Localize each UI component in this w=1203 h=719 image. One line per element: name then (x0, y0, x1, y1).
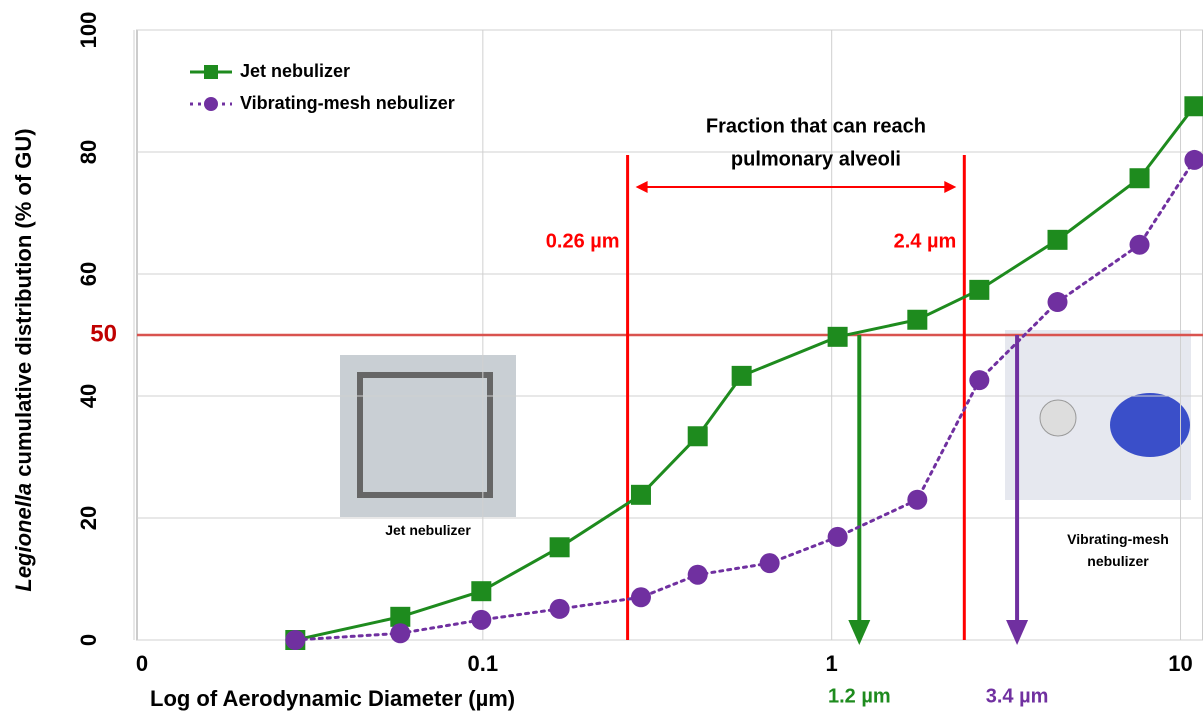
data-point (390, 623, 410, 643)
mesh-photo-device (1110, 393, 1190, 457)
jet-caption: Jet nebulizer (368, 522, 488, 538)
annotation: Fraction that can reach (706, 115, 926, 137)
data-point (631, 485, 651, 505)
y-tick-label: 60 (76, 262, 101, 286)
y-tick-label: 0 (76, 634, 101, 646)
mesh-photo-head (1040, 400, 1076, 436)
data-point (907, 490, 927, 510)
data-point (471, 581, 491, 601)
data-point (828, 527, 848, 547)
page: Legionella cumulative distribution (% of… (0, 0, 1203, 719)
marker-arrow-label: 1.2 µm (828, 685, 891, 707)
data-point (688, 426, 708, 446)
data-point (969, 370, 989, 390)
data-point (1048, 230, 1068, 250)
data-point (688, 565, 708, 585)
data-point (471, 610, 491, 630)
reference-vline-label: 0.26 µm (546, 230, 620, 252)
reference-vline-label: 2.4 µm (894, 230, 957, 252)
x-tick-label: 10 (1168, 651, 1192, 676)
data-point (907, 310, 927, 330)
annotation: pulmonary alveoli (731, 148, 901, 170)
x-tick-label: 1 (826, 651, 838, 676)
y-axis-title-text: cumulative distribution (% of GU) (11, 128, 36, 482)
data-point (1184, 96, 1203, 116)
data-point (1048, 292, 1068, 312)
legend-marker (204, 65, 218, 79)
x-tick-label: 0.1 (468, 651, 499, 676)
reference-hline-label: 50 (90, 320, 117, 347)
data-point (732, 366, 752, 386)
data-point (631, 587, 651, 607)
data-point (1130, 235, 1150, 255)
data-point (969, 280, 989, 300)
data-point (550, 537, 570, 557)
marker-arrow-label: 3.4 µm (986, 685, 1049, 707)
y-tick-label: 100 (76, 12, 101, 49)
mesh-caption: Vibrating-mesh nebulizer (1058, 528, 1178, 572)
chart: Legionella cumulative distribution (% of… (0, 0, 1203, 719)
data-point (760, 553, 780, 573)
x-tick-label: 0 (136, 651, 148, 676)
y-tick-label: 80 (76, 140, 101, 164)
legend-label: Vibrating-mesh nebulizer (240, 93, 455, 113)
y-tick-label: 40 (76, 384, 101, 408)
x-axis-title: Log of Aerodynamic Diameter (µm) (150, 686, 515, 711)
data-point (828, 327, 848, 347)
legend-marker (204, 97, 218, 111)
data-point (1130, 168, 1150, 188)
y-tick-label: 20 (76, 506, 101, 530)
legend-label: Jet nebulizer (240, 61, 350, 81)
y-axis-title: Legionella cumulative distribution (% of… (11, 128, 36, 591)
y-axis-title-italic: Legionella (11, 483, 36, 592)
data-point (285, 630, 305, 650)
data-point (550, 599, 570, 619)
